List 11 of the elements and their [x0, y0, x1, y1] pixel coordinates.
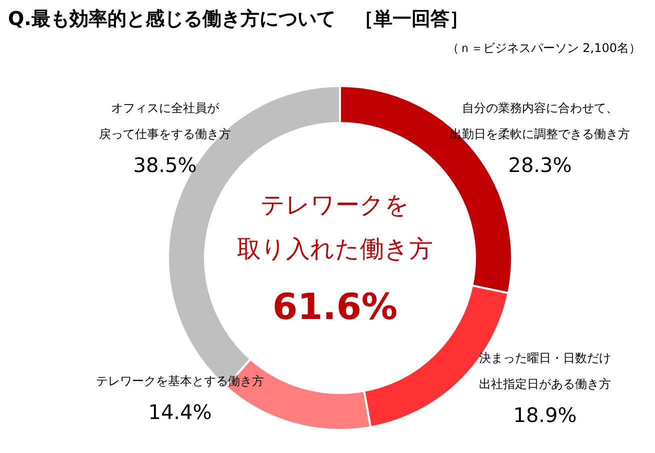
slice-label: テレワークを基本とする働き方 — [95, 373, 265, 390]
data-label: 38.5% — [132, 153, 198, 177]
chart-subtitle: （ｎ＝ビジネスパーソン 2,100名） — [446, 40, 641, 57]
text: 61.6% — [272, 287, 398, 328]
data-label: 14.4% — [147, 400, 213, 424]
data-label: 18.9% — [512, 403, 578, 427]
chart-title: Q.最も効率的と感じる働き方について ［単一回答］ — [8, 7, 468, 32]
slice-label: 決まった曜日・日数だけ出社指定日がある働き方 — [478, 350, 612, 393]
slice-label: オフィスに全社員が戻って仕事をする働き方 — [98, 100, 232, 143]
data-label: 28.3% — [507, 153, 573, 177]
text: テレワークを取り入れた働き方 — [236, 190, 434, 265]
